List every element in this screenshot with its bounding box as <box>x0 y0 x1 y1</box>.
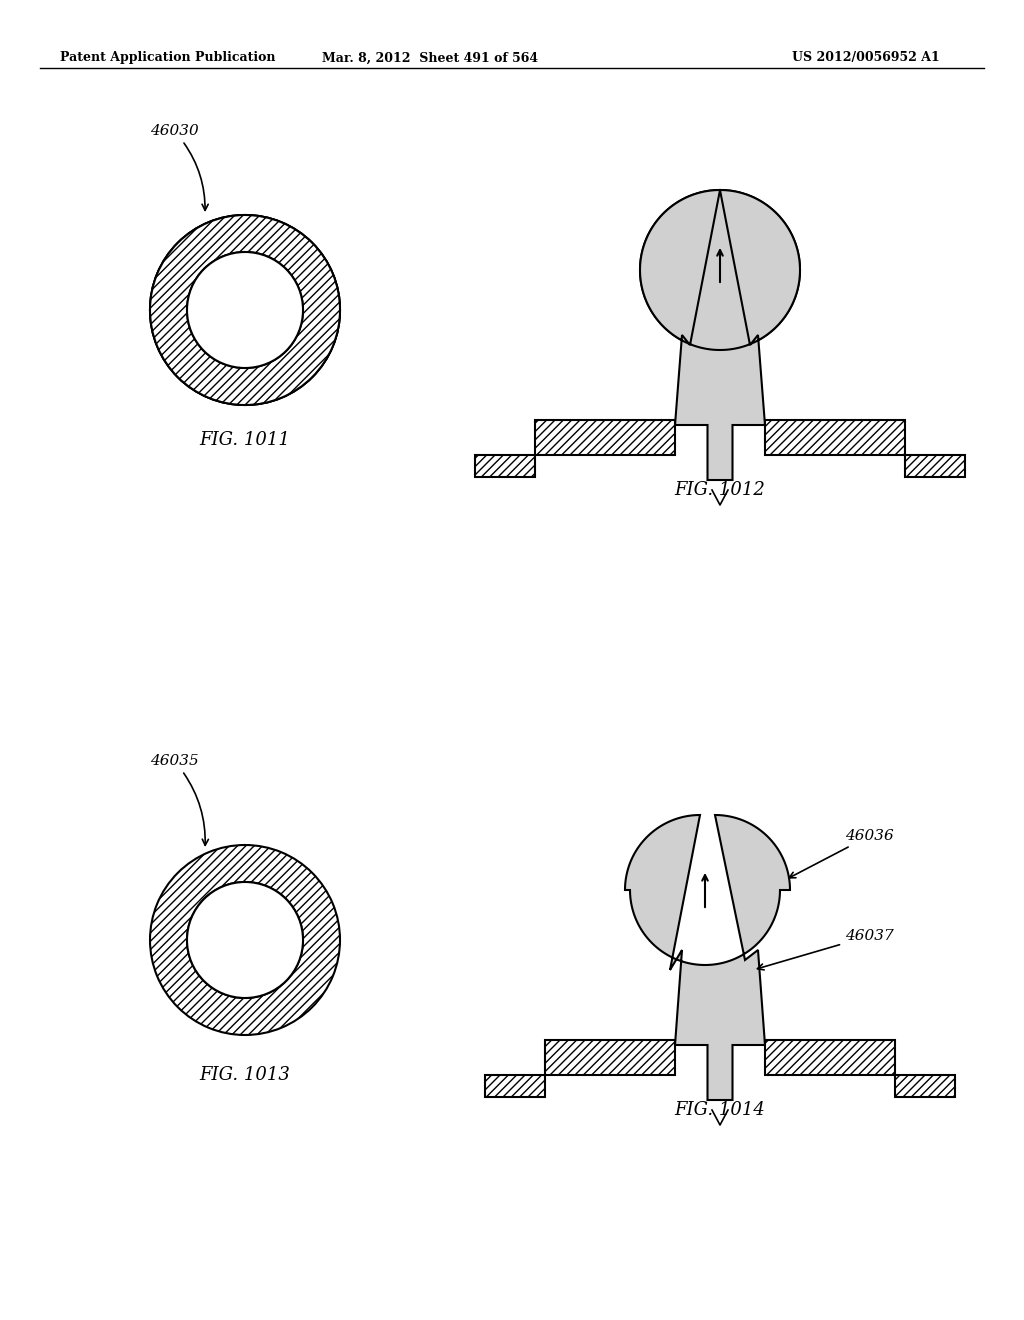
Bar <box>765 1040 895 1074</box>
Circle shape <box>187 252 303 368</box>
Bar <box>475 455 535 477</box>
Text: 46036: 46036 <box>790 829 894 878</box>
Bar <box>905 455 965 477</box>
Text: FIG. 1013: FIG. 1013 <box>200 1067 291 1084</box>
Text: 46030: 46030 <box>150 124 208 210</box>
Polygon shape <box>640 190 800 480</box>
Bar <box>485 1074 545 1097</box>
Polygon shape <box>708 455 732 480</box>
Text: 46037: 46037 <box>758 929 894 970</box>
Text: FIG. 1014: FIG. 1014 <box>675 1101 765 1119</box>
Text: 46035: 46035 <box>150 754 209 845</box>
Text: Patent Application Publication: Patent Application Publication <box>60 51 275 65</box>
Bar <box>545 1040 675 1074</box>
Bar <box>765 420 905 455</box>
Circle shape <box>150 215 340 405</box>
Text: US 2012/0056952 A1: US 2012/0056952 A1 <box>793 51 940 65</box>
Polygon shape <box>625 814 790 1100</box>
Bar <box>895 1074 955 1097</box>
Circle shape <box>187 882 303 998</box>
Polygon shape <box>675 335 765 425</box>
Text: FIG. 1011: FIG. 1011 <box>200 432 291 449</box>
Text: Mar. 8, 2012  Sheet 491 of 564: Mar. 8, 2012 Sheet 491 of 564 <box>322 51 538 65</box>
Text: FIG. 1012: FIG. 1012 <box>675 480 765 499</box>
Bar <box>535 420 675 455</box>
Circle shape <box>640 190 800 350</box>
